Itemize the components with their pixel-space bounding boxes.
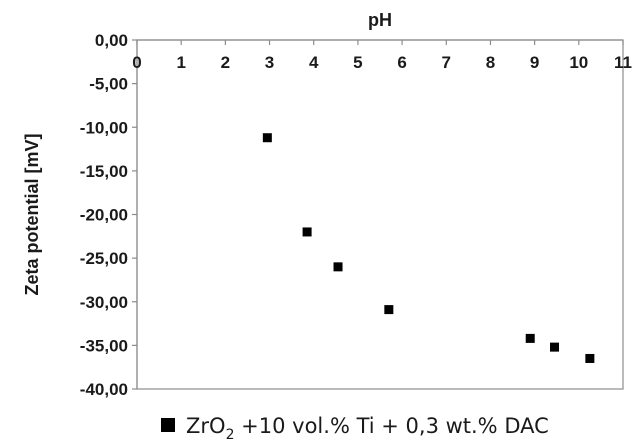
y-tick-label: -35,00 [80, 336, 128, 355]
legend: ZrO2 +10 vol.% Ti + 0,3 wt.% DAC [161, 414, 549, 443]
x-tick-label: 5 [353, 53, 362, 72]
x-tick-label: 0 [132, 53, 141, 72]
x-axis-ticks: 0 1 2 3 4 5 6 7 8 9 10 11 [132, 40, 632, 72]
data-point [333, 262, 343, 272]
x-tick-label: 4 [309, 53, 319, 72]
x-tick-label: 9 [530, 53, 539, 72]
y-tick-label: 0,00 [95, 31, 128, 50]
x-tick-label: 7 [442, 53, 451, 72]
y-tick-label: -15,00 [80, 162, 128, 181]
data-point [585, 353, 595, 363]
data-point [550, 342, 560, 352]
x-tick-label: 6 [397, 53, 406, 72]
x-axis-title: pH [368, 10, 392, 30]
data-point [302, 227, 312, 237]
y-tick-label: -40,00 [80, 380, 128, 399]
legend-label-subscript: 2 [226, 427, 235, 443]
x-tick-label: 1 [176, 53, 185, 72]
y-axis-ticks: 0,00 -5,00 -10,00 -15,00 -20,00 -25,00 -30,00 -… [80, 31, 137, 399]
x-tick-label: 10 [569, 53, 588, 72]
x-tick-label: 11 [614, 53, 632, 72]
x-tick-label: 3 [265, 53, 274, 72]
data-point [262, 133, 272, 143]
y-axis-title: Zeta potential [mV] [22, 133, 42, 295]
x-tick-label: 2 [221, 53, 230, 72]
legend-label-prefix: ZrO [186, 414, 226, 438]
data-point [525, 333, 535, 343]
x-tick-label: 8 [486, 53, 495, 72]
legend-marker [161, 418, 175, 432]
legend-label-suffix: +10 vol.% Ti + 0,3 wt.% DAC [234, 414, 548, 438]
y-tick-label: -5,00 [89, 75, 128, 94]
legend-label: ZrO2 +10 vol.% Ti + 0,3 wt.% DAC [186, 414, 549, 443]
data-point [384, 305, 394, 315]
y-tick-label: -25,00 [80, 249, 128, 268]
data-points [262, 133, 595, 363]
y-tick-label: -30,00 [80, 293, 128, 312]
y-tick-label: -20,00 [80, 206, 128, 225]
plot-area-frame [136, 39, 624, 390]
y-tick-label: -10,00 [80, 118, 128, 137]
